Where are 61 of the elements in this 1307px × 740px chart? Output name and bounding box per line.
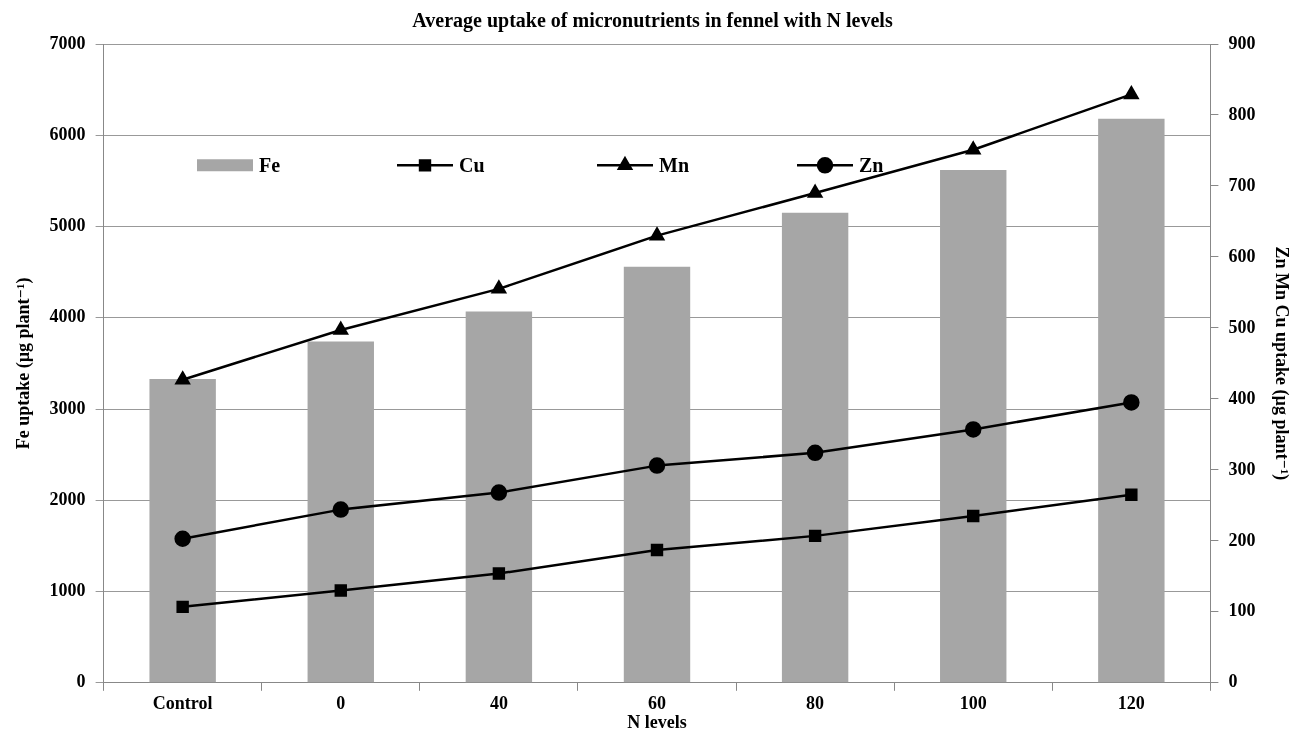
point [492, 567, 506, 580]
bar [149, 378, 216, 683]
x-tick-label: 0 [336, 693, 346, 714]
point [648, 457, 666, 474]
point [649, 227, 665, 241]
legend-label: Cu [459, 153, 485, 176]
point [1124, 86, 1139, 100]
point [175, 371, 190, 385]
point [967, 509, 980, 523]
bar [465, 311, 533, 683]
x-tick-label: 80 [806, 693, 825, 714]
point [1125, 488, 1138, 501]
y2-tick-label: 800 [1228, 103, 1256, 124]
y2-tick-label: 500 [1228, 316, 1256, 337]
y2-tick-label: 300 [1228, 458, 1256, 479]
point [491, 280, 507, 294]
y-tick-label: 4000 [49, 306, 86, 327]
chart-title: Average uptake of micronutrients in fennel with N levels [412, 9, 893, 33]
y2-tick-label: 100 [1228, 600, 1256, 621]
bar [940, 169, 1007, 683]
x-axis-title: N levels [627, 711, 687, 732]
point [333, 321, 349, 335]
x-tick-label: 120 [1117, 693, 1145, 714]
x-tick-label: 100 [959, 693, 987, 714]
legend-label: Zn [859, 153, 884, 176]
x-tick-label: Control [152, 693, 213, 714]
point [806, 444, 824, 462]
y-axis-title: Fe uptake (µg plant⁻¹) [13, 277, 35, 450]
x-tick-label: 60 [648, 693, 666, 714]
point [650, 543, 664, 557]
y2-tick-label: 600 [1228, 245, 1256, 266]
x-tick-label: 40 [489, 693, 508, 714]
bar [781, 212, 849, 683]
y2-tick-label: 400 [1228, 387, 1256, 408]
y-tick-label: 6000 [49, 123, 86, 144]
y2-tick-label: 200 [1228, 529, 1256, 550]
point [334, 584, 347, 597]
y-tick-label: 2000 [49, 488, 86, 509]
y-tick-label: 0 [76, 671, 86, 692]
point [174, 530, 191, 547]
legend-label: Mn [659, 153, 689, 176]
point [964, 421, 982, 438]
y2-tick-label: 700 [1228, 174, 1256, 195]
point [490, 484, 508, 501]
legend-label: Fe [259, 153, 281, 176]
y-tick-label: 1000 [49, 580, 86, 601]
y-tick-label: 3000 [49, 397, 86, 418]
y2-axis-title: Zn Mn Cu uptake (µg plant⁻¹) [1270, 246, 1292, 481]
point [965, 141, 981, 155]
bar [623, 266, 691, 683]
point [1123, 394, 1140, 411]
bar [1098, 118, 1165, 683]
point [332, 501, 350, 518]
point [808, 529, 822, 543]
y2-tick-label: 900 [1228, 32, 1256, 53]
y-tick-label: 7000 [49, 32, 86, 53]
point [176, 600, 189, 614]
y-tick-label: 5000 [49, 215, 86, 236]
bar [307, 341, 374, 683]
point [807, 184, 823, 198]
y2-tick-label: 0 [1228, 671, 1238, 692]
